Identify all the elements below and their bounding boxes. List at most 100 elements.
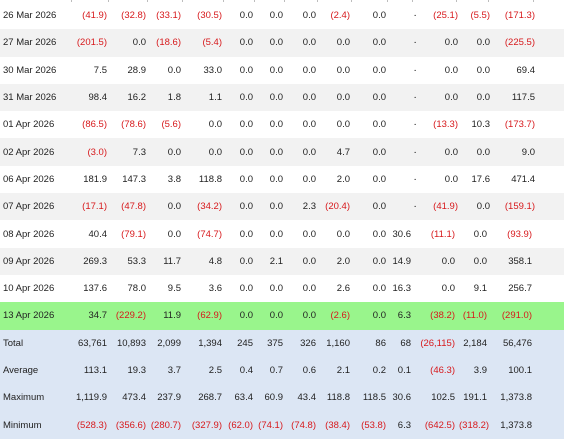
table-cell-col-7: (74.8) <box>291 419 316 431</box>
table-cell-col-11: (38.2) <box>430 310 455 322</box>
table-cell-col-10: 30.6 <box>392 228 412 240</box>
table-row[interactable]: 10 Apr 2026 137.6 78.0 9.5 3.6 0.0 0.0 0.0 2.6 0.… <box>0 274 564 303</box>
table-cell-col-4: (30.5) <box>197 10 222 22</box>
table-cell-col-8: 4.7 <box>336 146 350 158</box>
table-cell-col-9: 0.0 <box>372 119 386 131</box>
table-cell-col-11: 0.0 <box>444 37 458 49</box>
table-cell-col-10: - <box>388 37 416 48</box>
table-cell-col-7: 0.0 <box>302 10 316 22</box>
table-cell-col-13: (171.3) <box>504 10 535 22</box>
table-cell-col-12: 9.1 <box>473 283 487 295</box>
table-cell-col-11: (13.3) <box>433 119 458 131</box>
table-cell-col-6: 0.0 <box>269 92 283 104</box>
table-cell-col-11: (25.1) <box>433 10 458 22</box>
table-cell-col-8: 2.0 <box>336 173 350 185</box>
table-cell-col-5: 0.0 <box>239 119 253 131</box>
table-cell-col-9: 0.0 <box>372 228 386 240</box>
table-cell-col-6: 0.0 <box>269 283 283 295</box>
table-cell-col-11: 102.5 <box>431 392 455 404</box>
table-cell-col-6: 60.9 <box>264 392 284 404</box>
table-row[interactable]: 08 Apr 2026 40.4 (79.1) 0.0 (74.7) 0.0 0.0 0.0 0… <box>0 220 564 248</box>
table-cell-col-5: 0.0 <box>239 146 253 158</box>
table-cell-col-9: 0.0 <box>372 64 386 76</box>
table-cell-col-9: 0.0 <box>372 283 386 295</box>
table-cell-col-3: 2,099 <box>157 337 181 349</box>
table-cell-col-10: - <box>388 201 416 212</box>
table-cell-col-6: 375 <box>267 337 283 349</box>
summary-label: Total <box>3 337 24 349</box>
table-cell-col-8: (2.4) <box>330 10 350 22</box>
table-cell-col-6: 0.0 <box>269 146 283 158</box>
table-cell-col-7: 0.0 <box>302 146 316 158</box>
table-cell-col-13: 56,476 <box>502 337 532 349</box>
table-cell-col-6: (74.1) <box>258 419 283 431</box>
table-cell-col-1: 181.9 <box>83 173 107 185</box>
summary-row[interactable]: Maximum 1,119.9 473.4 237.9 268.7 63.4 60.9 43.… <box>0 384 564 412</box>
table-row[interactable]: 02 Apr 2026 (3.0) 7.3 0.0 0.0 0.0 0.0 0.0 4.7 0.0… <box>0 138 564 166</box>
table-cell-col-3: 0.0 <box>167 228 181 240</box>
table-cell-col-2: 19.3 <box>127 365 147 376</box>
table-cell-col-11: (46.3) <box>430 365 455 376</box>
table-cell-col-9: 0.0 <box>372 173 386 185</box>
table-cell-col-4: 3.6 <box>208 283 222 295</box>
table-cell-col-4: 0.0 <box>208 146 222 158</box>
table-cell-col-13: (159.1) <box>504 201 535 213</box>
table-cell-col-3: 11.7 <box>163 255 181 267</box>
table-cell-col-5: 0.0 <box>239 255 253 267</box>
table-cell-col-7: 0.0 <box>302 119 316 131</box>
table-cell-col-10: 68 <box>400 337 411 349</box>
table-cell-col-7: 0.0 <box>302 255 316 267</box>
summary-row[interactable]: Total 63,761 10,893 2,099 1,394 245 375 326 1,16… <box>0 329 564 357</box>
table-cell-col-12: (5.5) <box>470 10 490 22</box>
table-row[interactable]: 07 Apr 2026 (17.1) (47.8) 0.0 (34.2) 0.0 0.0 2.… <box>0 193 564 221</box>
table-cell-col-1: 40.4 <box>88 228 108 240</box>
table-row[interactable]: 13 Apr 2026 34.7 (229.2) 11.9 (62.9) 0.0 0.0 0.… <box>0 302 564 330</box>
table-row[interactable]: 31 Mar 2026 98.4 16.2 1.8 1.1 0.0 0.0 0.0 0.0 0.0… <box>0 83 564 112</box>
table-cell-col-9: 0.0 <box>372 255 386 267</box>
table-cell-col-5: 0.0 <box>239 201 253 213</box>
row-date: 09 Apr 2026 <box>3 255 55 267</box>
table-cell-col-12: 0.0 <box>473 255 487 267</box>
table-cell-col-3: (33.1) <box>156 10 181 22</box>
table-cell-col-12: 17.6 <box>471 173 491 185</box>
table-top-border <box>0 0 564 2</box>
table-cell-col-2: 16.2 <box>127 92 147 104</box>
row-date: 02 Apr 2026 <box>3 146 55 158</box>
row-date: 08 Apr 2026 <box>3 228 55 240</box>
table-cell-col-11: 0.0 <box>441 283 455 295</box>
table-cell-col-9: 0.0 <box>372 37 386 49</box>
summary-row[interactable]: Average 113.1 19.3 3.7 2.5 0.4 0.7 0.6 2.1 0.2 0.1… <box>0 356 564 385</box>
table-cell-col-9: 0.0 <box>372 310 386 322</box>
table-cell-col-3: 0.0 <box>167 64 181 76</box>
row-date: 01 Apr 2026 <box>3 119 55 131</box>
table-cell-col-12: 0.0 <box>476 64 490 76</box>
table-cell-col-13: 117.5 <box>511 92 535 104</box>
table-row[interactable]: 30 Mar 2026 7.5 28.9 0.0 33.0 0.0 0.0 0.0 0.0 0.0… <box>0 56 564 84</box>
table-cell-col-7: 0.0 <box>302 92 316 104</box>
row-date: 27 Mar 2026 <box>3 37 57 49</box>
table-cell-col-10: 14.9 <box>392 255 412 267</box>
table-cell-col-2: (229.2) <box>115 310 146 322</box>
table-cell-col-2: 147.3 <box>122 173 146 185</box>
table-cell-col-6: 0.0 <box>269 310 283 322</box>
table-row[interactable]: 27 Mar 2026 (201.5) 0.0 (18.6) (5.4) 0.0 0.0 0.… <box>0 29 564 57</box>
table-cell-col-8: 2.1 <box>336 365 350 376</box>
table-cell-col-8: 2.0 <box>336 255 350 267</box>
table-row[interactable]: 01 Apr 2026 (86.5) (78.6) (5.6) 0.0 0.0 0.0 0.0… <box>0 111 564 139</box>
table-cell-col-8: 1,160 <box>326 337 350 349</box>
table-row[interactable]: 06 Apr 2026 181.9 147.3 3.8 118.8 0.0 0.0 0.0 2.… <box>0 165 564 194</box>
table-cell-col-8: 0.0 <box>336 119 350 131</box>
table-cell-col-11: 0.0 <box>444 146 458 158</box>
table-cell-col-6: 0.0 <box>269 119 283 131</box>
table-cell-col-6: 0.7 <box>269 365 283 376</box>
table-cell-col-11: (41.9) <box>433 201 458 213</box>
row-date: 13 Apr 2026 <box>3 310 55 322</box>
table-cell-col-6: 0.0 <box>269 201 283 213</box>
table-cell-col-12: 0.0 <box>476 92 490 104</box>
table-cell-col-4: 33.0 <box>203 64 223 76</box>
table-row[interactable]: 09 Apr 2026 269.3 53.3 11.7 4.8 0.0 2.1 0.0 2.0 0… <box>0 247 564 275</box>
summary-row[interactable]: Minimum (528.3) (356.6) (280.7) (327.9) (62.0… <box>0 411 564 439</box>
table-row[interactable]: 26 Mar 2026 (41.9) (32.8) (33.1) (30.5) 0.0 0.… <box>0 2 564 30</box>
